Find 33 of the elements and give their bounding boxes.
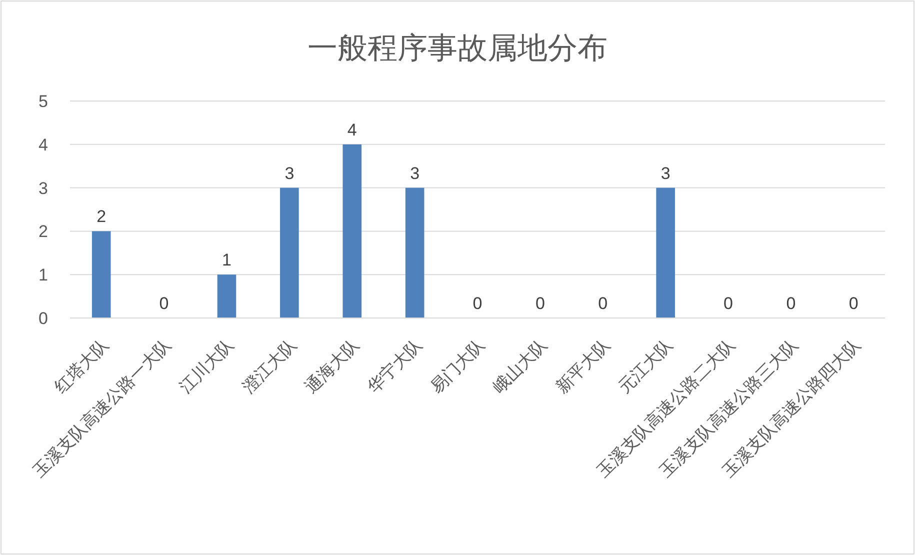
y-tick-label: 0 <box>38 309 48 328</box>
x-tick-label: 华宁大队 <box>364 335 426 397</box>
data-label: 1 <box>222 250 232 270</box>
data-label: 0 <box>724 294 734 313</box>
x-tick-label: 通海大队 <box>301 335 363 397</box>
y-tick-label: 5 <box>38 92 48 111</box>
data-label: 0 <box>535 294 545 313</box>
data-label: 0 <box>848 294 858 313</box>
data-label: 0 <box>159 294 169 313</box>
y-tick-label: 4 <box>38 135 48 154</box>
y-tick-label: 1 <box>38 266 48 285</box>
bar <box>342 144 362 318</box>
x-tick-label: 江川大队 <box>176 335 238 397</box>
bar <box>405 188 424 318</box>
x-tick-label: 易门大队 <box>426 335 488 397</box>
x-tick-label: 峨山大队 <box>490 335 552 397</box>
chart-title: 一般程序事故属地分布 <box>308 32 608 65</box>
data-label: 2 <box>96 207 106 226</box>
x-tick-label: 澄江大队 <box>238 335 300 397</box>
data-label: 4 <box>347 120 357 140</box>
bar <box>92 231 111 318</box>
bar <box>656 188 675 318</box>
bar <box>280 188 299 318</box>
x-tick-label: 新平大队 <box>552 335 614 397</box>
data-label: 3 <box>660 164 670 183</box>
data-label: 3 <box>284 164 294 183</box>
data-label: 3 <box>410 164 420 183</box>
data-label: 0 <box>472 294 482 313</box>
y-tick-label: 3 <box>38 178 48 198</box>
data-label: 0 <box>598 294 608 313</box>
y-tick-label: 2 <box>38 222 48 242</box>
data-label: 0 <box>786 294 796 313</box>
bar <box>217 274 236 318</box>
